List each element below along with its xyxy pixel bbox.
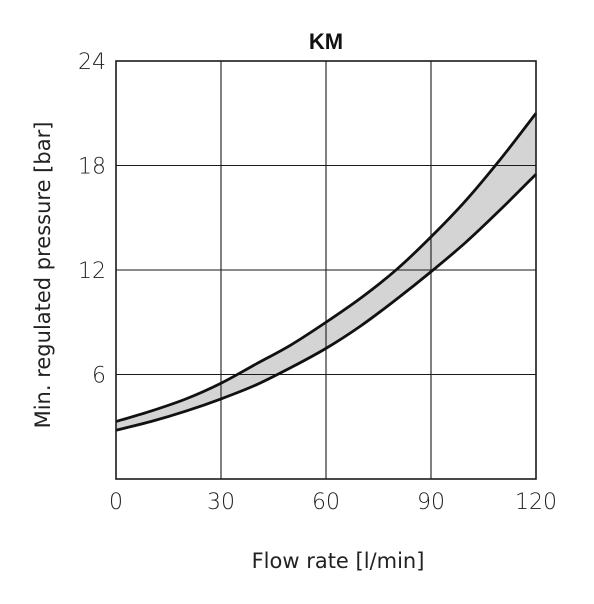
x-tick-label: 60 [312, 490, 340, 515]
x-axis-label: Flow rate [l/min] [252, 549, 425, 573]
x-tick-label: 0 [109, 490, 123, 515]
upper-curve [115, 112, 538, 423]
y-tick-label: 24 [78, 50, 106, 75]
y-tick-labels: 6 12 18 24 [78, 50, 106, 389]
y-tick-label: 12 [78, 259, 106, 284]
x-tick-label: 90 [417, 490, 445, 515]
x-tick-labels: 0 30 60 90 120 [109, 490, 557, 515]
plot-area [115, 60, 538, 480]
y-axis-label: Min. regulated pressure [bar] [31, 122, 55, 429]
lower-curve [115, 173, 537, 432]
plot-frame [115, 60, 537, 480]
y-tick-label: 6 [92, 364, 106, 389]
x-tick-label: 120 [515, 490, 557, 515]
chart-title: KM [309, 29, 343, 54]
y-tick-label: 18 [78, 155, 106, 180]
x-tick-label: 30 [207, 490, 235, 515]
